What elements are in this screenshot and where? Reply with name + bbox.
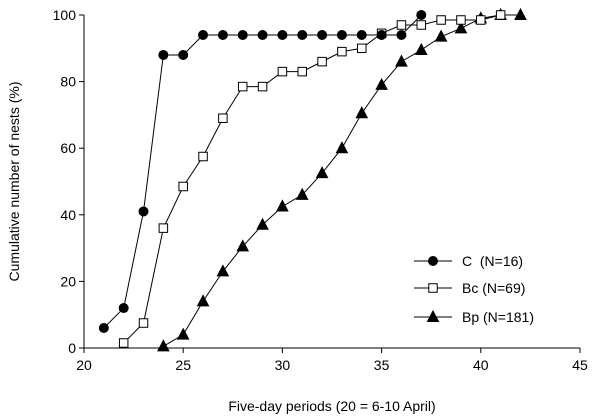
data-point-triangle <box>395 54 408 67</box>
y-tick-label: 100 <box>53 7 77 23</box>
data-point-triangle <box>315 166 329 179</box>
data-point-circle <box>257 29 268 40</box>
data-point-square <box>456 15 466 25</box>
data-point-square <box>337 46 347 57</box>
data-point-square <box>416 20 427 30</box>
data-point-circle <box>98 323 109 334</box>
x-tick-label: 45 <box>572 357 588 373</box>
data-point-square <box>237 81 248 92</box>
legend-label: Bp (N=181) <box>462 309 534 325</box>
data-point-square <box>277 66 288 77</box>
y-tick-label: 20 <box>60 273 76 289</box>
legend: C (N=16) Bc (N=69) Bp (N=181) <box>414 253 534 325</box>
data-point-triangle <box>514 7 527 20</box>
axes <box>83 15 580 349</box>
tick-marks <box>79 14 581 353</box>
legend-item: Bp (N=181) <box>414 309 534 325</box>
series-layer <box>98 7 527 352</box>
data-point-circle <box>336 29 347 40</box>
legend-label: Bc (N=69) <box>462 280 525 296</box>
data-point-circle <box>317 29 328 40</box>
data-point-square <box>198 151 208 162</box>
data-point-triangle <box>236 239 250 252</box>
data-point-triangle <box>295 187 309 200</box>
data-point-circle <box>158 49 169 60</box>
data-point-square <box>436 15 446 25</box>
data-point-circle <box>416 10 427 20</box>
data-point-circle <box>428 256 438 266</box>
data-point-square <box>317 56 327 67</box>
data-point-triangle <box>375 77 388 90</box>
data-point-square <box>257 81 268 92</box>
x-tick-label: 25 <box>175 357 191 373</box>
data-point-square <box>357 43 367 54</box>
x-tick-label: 30 <box>275 357 291 373</box>
data-point-square <box>495 10 506 20</box>
series-line <box>103 14 422 329</box>
data-point-triangle <box>216 264 230 277</box>
data-point-circle <box>138 206 149 217</box>
y-tick-label: 40 <box>60 207 76 223</box>
data-point-circle <box>277 29 288 40</box>
data-point-circle <box>376 29 387 40</box>
x-tick-label: 20 <box>76 357 92 373</box>
series-c <box>98 10 427 334</box>
data-point-circle <box>217 29 228 40</box>
data-point-triangle <box>434 29 448 42</box>
data-point-triangle <box>355 106 369 119</box>
data-point-triangle <box>157 339 170 352</box>
data-point-triangle <box>414 42 428 55</box>
data-point-square <box>218 113 228 123</box>
series-bp <box>157 7 527 352</box>
data-point-square <box>476 15 486 25</box>
x-axis-title: Five-day periods (20 = 6-10 April) <box>228 398 435 414</box>
data-point-circle <box>198 29 209 40</box>
data-point-triangle <box>454 21 468 34</box>
y-tick-label: 0 <box>68 340 76 356</box>
series-bc <box>118 10 506 348</box>
data-point-square <box>138 318 149 328</box>
data-point-triangle <box>276 199 289 212</box>
y-axis-title: Cumulative number of nests (%) <box>6 82 22 282</box>
data-point-triangle <box>256 217 269 230</box>
data-point-triangle <box>176 327 190 340</box>
data-point-triangle <box>426 309 440 322</box>
data-point-square <box>158 223 169 233</box>
series-line <box>123 14 501 344</box>
y-tick-label: 60 <box>60 140 76 156</box>
data-point-circle <box>297 29 308 40</box>
data-point-circle <box>118 303 129 314</box>
legend-label: C (N=16) <box>462 253 523 269</box>
data-point-triangle <box>335 141 349 154</box>
x-tick-label: 35 <box>374 357 390 373</box>
x-tick-label: 40 <box>473 357 489 373</box>
data-point-square <box>178 181 188 192</box>
legend-item: Bc (N=69) <box>414 280 525 296</box>
data-point-square <box>297 66 307 77</box>
legend-item: C (N=16) <box>414 253 523 269</box>
data-point-circle <box>396 29 407 40</box>
series-line <box>163 14 521 347</box>
data-point-square <box>428 283 438 293</box>
data-point-square <box>396 20 407 30</box>
data-point-circle <box>178 49 189 60</box>
data-point-circle <box>356 29 367 40</box>
data-point-circle <box>237 29 248 40</box>
y-tick-label: 80 <box>60 74 76 90</box>
data-point-square <box>118 338 129 348</box>
data-point-triangle <box>196 294 210 307</box>
